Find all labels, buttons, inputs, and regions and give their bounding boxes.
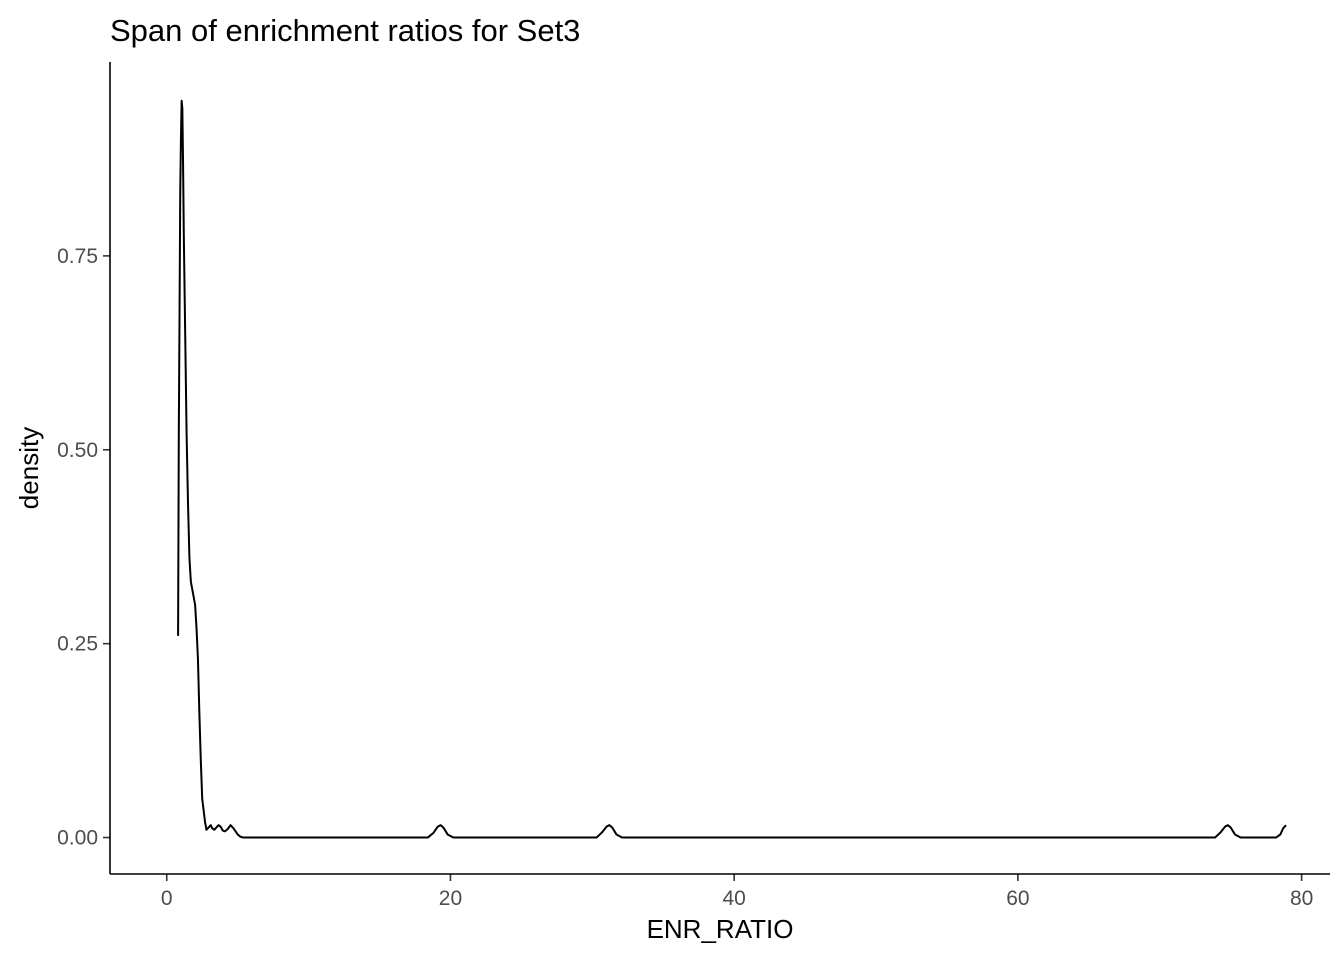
x-axis-ticks: 0 20 40 60 80 [161, 874, 1313, 910]
x-tick-label: 40 [723, 887, 746, 910]
y-tick-label: 0.50 [57, 439, 98, 462]
x-tick-label: 80 [1290, 887, 1313, 910]
y-axis-title: density [14, 427, 44, 509]
x-tick-label: 0 [161, 887, 173, 910]
x-tick-label: 20 [439, 887, 462, 910]
y-tick-label: 0.75 [57, 245, 98, 268]
density-line [177, 99, 1287, 839]
y-axis-ticks: 0.00 0.25 0.50 0.75 [57, 245, 110, 850]
x-axis-title: ENR_RATIO [647, 914, 794, 944]
chart-title: Span of enrichment ratios for Set3 [110, 13, 580, 48]
y-tick-label: 0.25 [57, 633, 98, 656]
x-tick-label: 60 [1006, 887, 1029, 910]
y-tick-label: 0.00 [57, 827, 98, 850]
